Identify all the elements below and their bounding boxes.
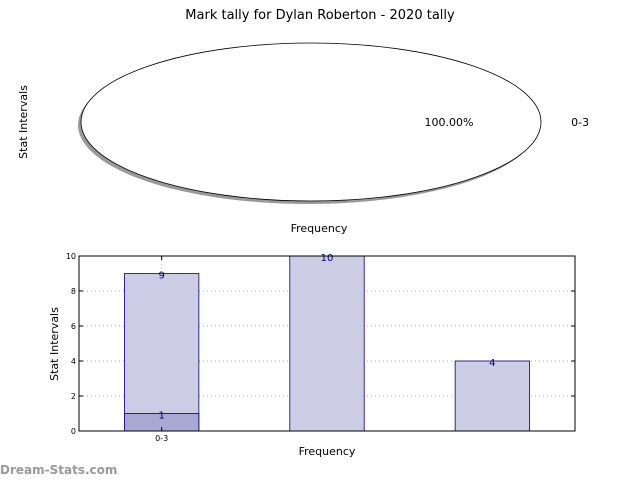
pie-ylabel: Stat Intervals [17, 85, 30, 159]
bar-value-label: 1 [158, 411, 164, 422]
bar [454, 360, 530, 432]
bar-y-axis: 0 2 4 6 8 10 [66, 252, 575, 436]
bar-x-axis: 0-3 [155, 256, 168, 443]
watermark: Dream-Stats.com [0, 463, 117, 477]
bar-ytick-label: 2 [71, 392, 76, 401]
bar-xlabel: Frequency [299, 445, 356, 458]
pie-slice-label: 0-3 [571, 116, 589, 129]
bar-ytick-label: 10 [66, 252, 76, 261]
bar-value-label: 9 [158, 271, 164, 282]
pie-chart: Stat Intervals Frequency 0-3 100.00% [17, 42, 589, 235]
bar-xtick-label: 0-3 [155, 434, 168, 443]
chart-title: Mark tally for Dylan Roberton - 2020 tal… [185, 8, 455, 23]
bar-ytick-label: 8 [71, 287, 76, 296]
bar-marks: 9 10 4 1 [124, 253, 530, 432]
pie-xlabel: Frequency [291, 222, 348, 235]
bar-chart: 9 10 4 1 0 2 4 6 8 10 0-3 Stat Intervals Frequen… [48, 252, 576, 458]
bar [289, 255, 365, 432]
bar-plot-border [78, 255, 576, 432]
pie-slice-percent: 100.00% [425, 116, 474, 129]
bar-value-label: 4 [489, 358, 495, 369]
pie-slice [80, 42, 542, 202]
bar-value-label: 10 [321, 253, 334, 264]
bar [124, 273, 200, 432]
bar-ytick-label: 4 [71, 357, 76, 366]
bar-ytick-label: 0 [71, 427, 76, 436]
bar-ylabel: Stat Intervals [48, 307, 61, 381]
bar-ytick-label: 6 [71, 322, 76, 331]
